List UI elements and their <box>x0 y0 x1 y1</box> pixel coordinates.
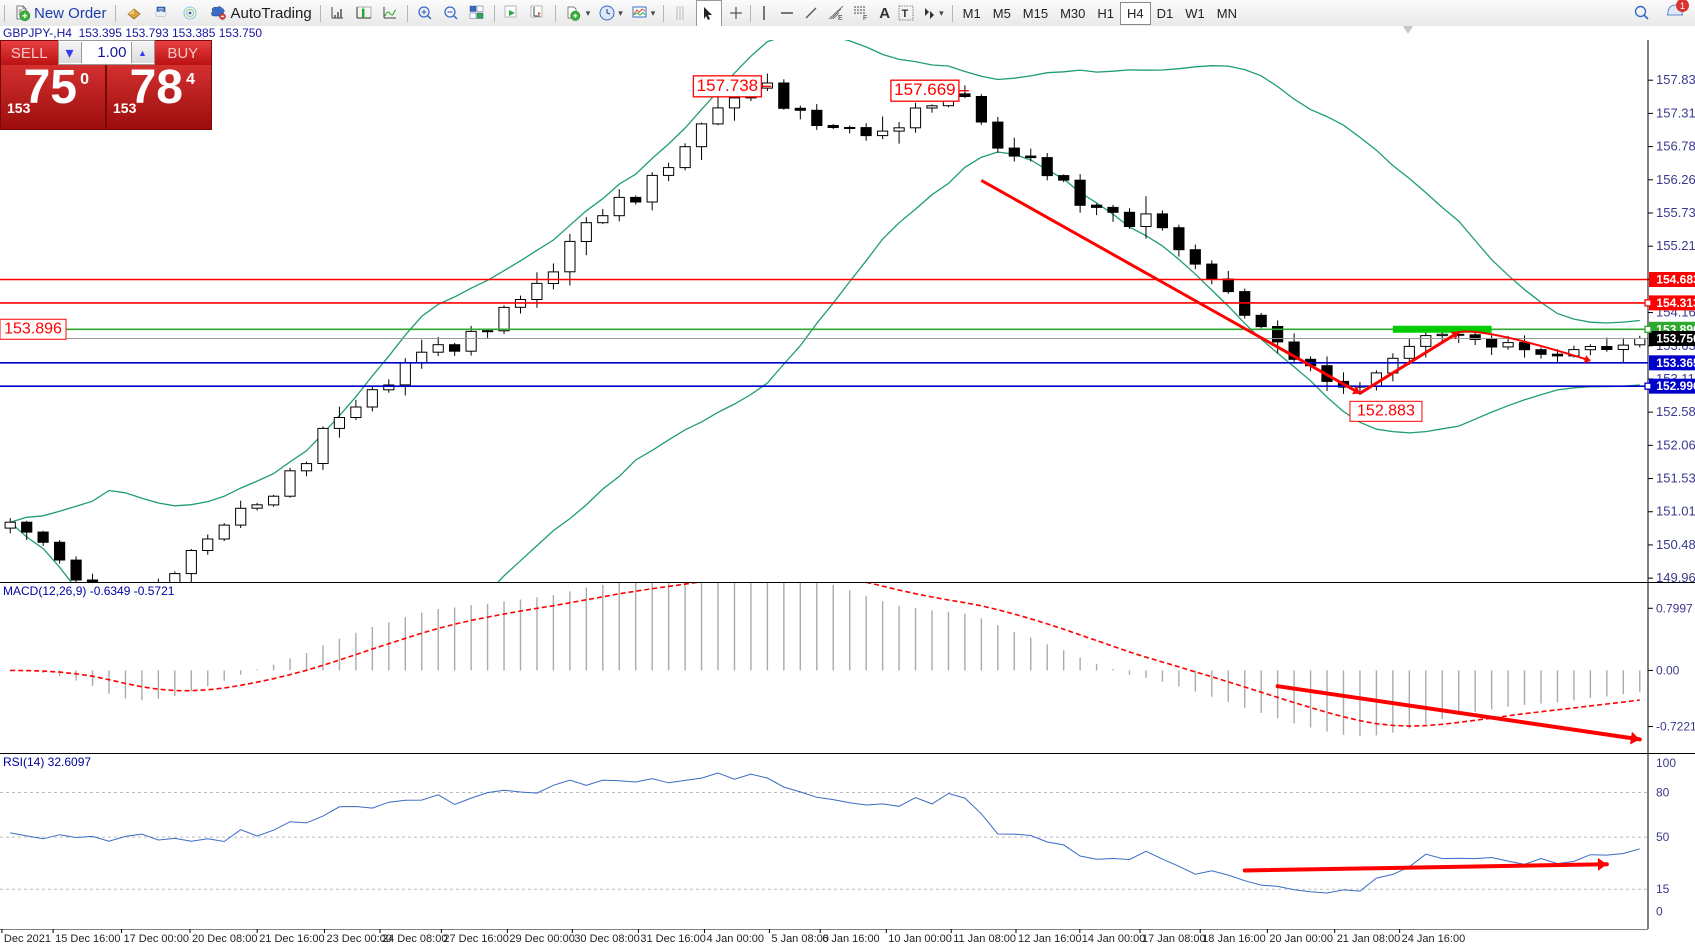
svg-text:24 Jan 16:00: 24 Jan 16:00 <box>1402 933 1466 945</box>
svg-text:0: 0 <box>1656 905 1663 919</box>
svg-text:50: 50 <box>1656 830 1670 844</box>
svg-text:21 Dec 16:00: 21 Dec 16:00 <box>259 933 324 945</box>
svg-text:151.535: 151.535 <box>1656 471 1695 486</box>
svg-text:153.750: 153.750 <box>1656 331 1695 345</box>
svg-text:-0.7221: -0.7221 <box>1656 720 1695 734</box>
svg-text:153.896: 153.896 <box>4 320 62 337</box>
svg-text:F: F <box>863 15 867 21</box>
svg-text:24 Dec 08:00: 24 Dec 08:00 <box>382 933 447 945</box>
svg-text:30 Dec 08:00: 30 Dec 08:00 <box>574 933 639 945</box>
svg-text:15: 15 <box>1656 882 1670 896</box>
svg-text:153.365: 153.365 <box>1656 356 1695 370</box>
svg-text:157.310: 157.310 <box>1656 105 1695 120</box>
svg-text:155.735: 155.735 <box>1656 205 1695 220</box>
svg-text:4 Jan 00:00: 4 Jan 00:00 <box>707 933 765 945</box>
svg-text:157.835: 157.835 <box>1656 72 1695 87</box>
svg-text:T: T <box>902 8 909 20</box>
svg-text:18 Jan 16:00: 18 Jan 16:00 <box>1202 933 1266 945</box>
svg-text:10 Jan 00:00: 10 Jan 00:00 <box>888 933 952 945</box>
svg-text:152.060: 152.060 <box>1656 437 1695 452</box>
svg-text:5 Jan 08:00: 5 Jan 08:00 <box>771 933 829 945</box>
svg-text:152.585: 152.585 <box>1656 404 1695 419</box>
svg-text:15 Dec 16:00: 15 Dec 16:00 <box>55 933 120 945</box>
svg-text:100: 100 <box>1656 756 1676 770</box>
svg-text:151.010: 151.010 <box>1656 504 1695 519</box>
svg-text:29 Dec 00:00: 29 Dec 00:00 <box>509 933 574 945</box>
svg-text:17 Jan 08:00: 17 Jan 08:00 <box>1142 933 1206 945</box>
svg-text:11 Jan 08:00: 11 Jan 08:00 <box>953 933 1016 945</box>
svg-text:0.7997: 0.7997 <box>1656 601 1693 615</box>
svg-text:6 Jan 16:00: 6 Jan 16:00 <box>822 933 880 945</box>
svg-text:155.210: 155.210 <box>1656 238 1695 253</box>
svg-text:149.960: 149.960 <box>1656 570 1695 582</box>
svg-text:0.00: 0.00 <box>1656 663 1680 677</box>
svg-text:154.313: 154.313 <box>1656 296 1695 310</box>
svg-text:27 Dec 16:00: 27 Dec 16:00 <box>443 933 508 945</box>
svg-text:156.260: 156.260 <box>1656 172 1695 187</box>
svg-text:152.996: 152.996 <box>1656 379 1695 393</box>
svg-text:156.785: 156.785 <box>1656 139 1695 154</box>
svg-text:150.485: 150.485 <box>1656 537 1695 552</box>
svg-text:157.669: 157.669 <box>894 80 955 99</box>
svg-text:14 Jan 00:00: 14 Jan 00:00 <box>1082 933 1146 945</box>
svg-text:157.738: 157.738 <box>697 76 758 95</box>
svg-text:20 Dec 08:00: 20 Dec 08:00 <box>192 933 257 945</box>
svg-text:21 Jan 08:00: 21 Jan 08:00 <box>1337 933 1401 945</box>
svg-text:17 Dec 00:00: 17 Dec 00:00 <box>124 933 189 945</box>
svg-text:E: E <box>838 15 843 21</box>
svg-text:152.883: 152.883 <box>1357 402 1415 419</box>
svg-text:12 Jan 16:00: 12 Jan 16:00 <box>1018 933 1082 945</box>
svg-text:80: 80 <box>1656 786 1670 800</box>
svg-text:Dec 2021: Dec 2021 <box>4 933 51 945</box>
svg-text:154.683: 154.683 <box>1656 273 1695 287</box>
svg-text:31 Dec 16:00: 31 Dec 16:00 <box>640 933 705 945</box>
svg-text:20 Jan 00:00: 20 Jan 00:00 <box>1269 933 1333 945</box>
